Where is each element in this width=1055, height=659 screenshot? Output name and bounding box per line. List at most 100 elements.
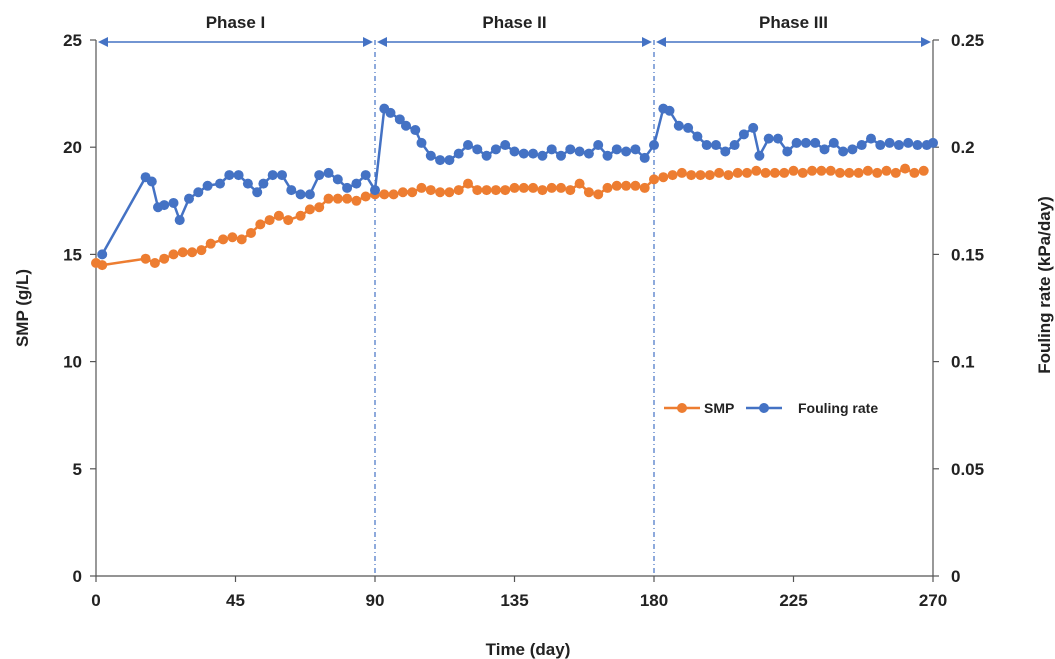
data-point [825, 165, 836, 176]
x-tick-label: 135 [500, 591, 528, 610]
data-point [856, 140, 867, 151]
data-point [621, 180, 632, 191]
data-point [397, 187, 408, 198]
data-point [490, 185, 501, 196]
data-point [819, 144, 830, 155]
data-point [168, 249, 179, 260]
data-point [416, 182, 427, 193]
data-point [255, 219, 266, 230]
data-point [583, 148, 594, 159]
data-point [264, 215, 275, 226]
data-point [900, 163, 911, 174]
data-point [416, 137, 427, 148]
data-point [912, 140, 923, 151]
data-point [556, 182, 566, 193]
data-point [196, 245, 207, 256]
data-point [853, 167, 864, 178]
y-tick-label-right: 0.1 [951, 353, 975, 372]
phase-arrow-head-right [363, 37, 373, 47]
data-point [233, 170, 244, 181]
data-point [227, 232, 238, 243]
data-point [97, 260, 108, 271]
data-point [481, 185, 492, 196]
data-point [903, 137, 914, 148]
data-point [639, 182, 650, 193]
x-tick-label: 270 [919, 591, 947, 610]
data-point [844, 167, 855, 178]
series-line [101, 107, 934, 256]
data-point [472, 185, 483, 196]
phase-label: Phase III [759, 13, 828, 32]
x-tick-label: 90 [366, 591, 385, 610]
data-point [574, 178, 585, 189]
data-point [602, 150, 613, 161]
data-point [621, 146, 632, 157]
data-point [683, 122, 694, 133]
data-point [611, 180, 622, 191]
data-point [500, 185, 511, 196]
data-point [583, 187, 594, 198]
data-point [205, 238, 216, 249]
data-point [695, 170, 706, 181]
data-point [593, 140, 604, 151]
data-point [140, 253, 151, 264]
phase-label: Phase II [482, 13, 546, 32]
data-point [159, 253, 170, 264]
y-ticks-left: 0 5 10 15 20 25 [63, 31, 96, 586]
phase-labels: Phase I Phase II Phase III [206, 13, 828, 32]
data-point [686, 170, 697, 181]
data-point [342, 182, 353, 193]
data-point [481, 150, 492, 161]
data-point [676, 167, 687, 178]
data-point [630, 180, 641, 191]
data-point [881, 165, 892, 176]
data-point [295, 189, 306, 200]
data-point [252, 187, 263, 198]
data-point [463, 178, 473, 189]
data-point [258, 178, 269, 189]
data-point [215, 178, 225, 189]
legend: SMP Fouling rate [664, 400, 878, 416]
data-point [760, 167, 771, 178]
x-tick-label: 225 [779, 591, 807, 610]
data-point [866, 133, 876, 144]
phase-arrow-head-left [98, 37, 108, 47]
phase-boundaries [374, 40, 655, 576]
data-point [720, 146, 731, 157]
data-point [754, 150, 765, 161]
data-point [732, 167, 743, 178]
y-tick-label-left: 20 [63, 138, 82, 157]
y-axis-title-right: Fouling rate (kPa/day) [1035, 196, 1054, 374]
x-tick-label: 180 [640, 591, 668, 610]
data-point [304, 204, 315, 215]
legend-smp-marker [677, 403, 687, 413]
data-point [872, 167, 883, 178]
data-point [673, 120, 684, 131]
data-point [146, 176, 157, 187]
data-point [425, 185, 436, 196]
data-point [763, 133, 774, 144]
data-point [97, 249, 108, 260]
data-point [893, 140, 904, 151]
data-point [379, 189, 390, 200]
data-point [928, 137, 938, 148]
data-point [388, 189, 399, 200]
data-point [714, 167, 725, 178]
data-point [472, 144, 483, 155]
data-point [847, 144, 858, 155]
data-point [546, 144, 557, 155]
y-tick-label-right: 0.25 [951, 31, 984, 50]
data-point [800, 137, 811, 148]
series-smp [91, 163, 929, 271]
data-point [351, 178, 362, 189]
data-point [704, 170, 715, 181]
data-point [838, 146, 849, 157]
data-point [407, 187, 418, 198]
data-point [658, 172, 669, 183]
data-point [323, 167, 334, 178]
data-point [890, 167, 901, 178]
data-point [729, 140, 740, 151]
data-point [884, 137, 895, 148]
phase-arrow-head-right [921, 37, 931, 47]
